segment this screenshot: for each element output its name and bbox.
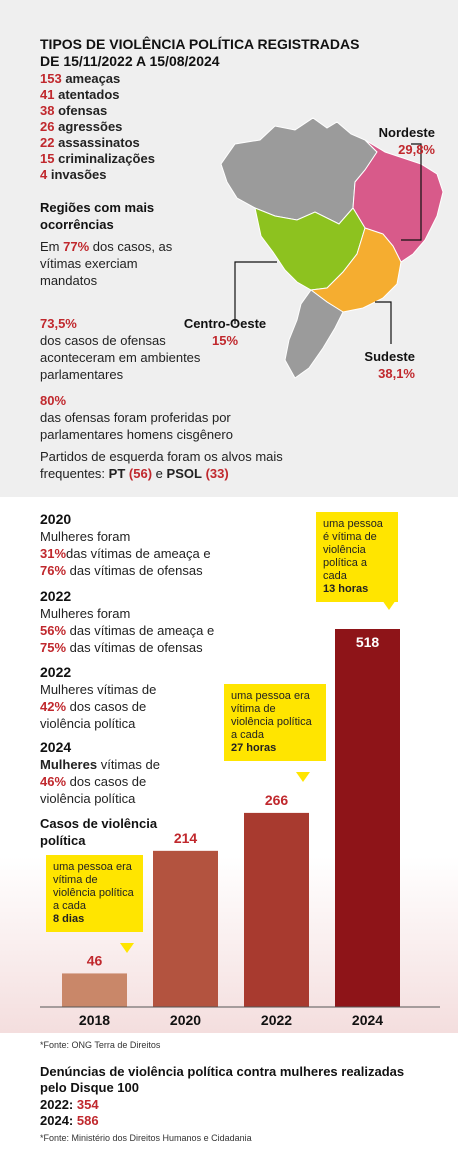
women-2022-a: 2022 Mulheres foram 56% das vítimas de a…: [40, 588, 215, 655]
bar-2018: [62, 973, 127, 1007]
count-item: 41 atentados: [40, 87, 120, 102]
bar-2022: [244, 812, 309, 1007]
region-label-sudeste: Sudeste 38,1%: [364, 349, 415, 381]
leader-line-sudeste: [375, 301, 392, 344]
cases-bar-chart: 46 2018 214 2020 266 2022 518 2024: [0, 629, 458, 1033]
bar-value-label: 214: [174, 830, 198, 846]
annotation-2018: uma pessoa era vítima de violência polít…: [46, 855, 143, 932]
source-ministerio: *Fonte: Ministério dos Direitos Humanos …: [40, 1133, 252, 1143]
disque-row-2024: 2024: 586: [40, 1113, 99, 1128]
count-item: 26 agressões: [40, 119, 123, 134]
count-item: 4 invasões: [40, 167, 107, 182]
annotation-2024-tail: [382, 600, 396, 610]
disque-100-title: Denúncias de violência política contra m…: [40, 1064, 405, 1095]
bar-2020: [153, 850, 218, 1007]
annotation-2024: uma pessoa é vítima de violência polític…: [316, 512, 398, 602]
violence-counts-list: 153 ameaças 41 atentados 38 ofensas 26 a…: [40, 71, 155, 183]
regions-heading: Regiões com mais ocorrências: [40, 200, 155, 232]
source-terra-de-direitos: *Fonte: ONG Terra de Direitos: [40, 1040, 161, 1050]
stat-men-cis: 80% das ofensas foram proferidas por par…: [40, 393, 233, 442]
leader-line-nordeste: [401, 143, 422, 241]
category-label: 2020: [170, 1012, 201, 1028]
women-2020: 2020 Mulheres foram 31%das vítimas de am…: [40, 511, 211, 578]
violence-types-panel: TIPOS DE VIOLÊNCIA POLÍTICA REGISTRADAS …: [0, 0, 458, 497]
category-label: 2018: [79, 1012, 110, 1028]
panel-title: TIPOS DE VIOLÊNCIA POLÍTICA REGISTRADAS …: [40, 36, 360, 69]
chart-title: Casos de violência política: [40, 816, 158, 848]
disque-row-2022: 2022: 354: [40, 1097, 99, 1112]
women-2022-b: 2022 Mulheres vítimas de 42% dos casos d…: [40, 664, 157, 731]
stat-mandates: Em 77% dos casos, as vítimas exerciam ma…: [40, 239, 173, 288]
category-label: 2024: [352, 1012, 383, 1028]
annotation-2022: uma pessoa era vítima de violência polít…: [224, 684, 326, 761]
brazil-map: [220, 117, 444, 379]
leader-line-centro-oeste: [234, 261, 277, 324]
bar-2024: [335, 629, 400, 1007]
region-label-nordeste: Nordeste 29,8%: [378, 125, 435, 157]
annotation-2022-tail: [296, 772, 310, 782]
bar-value-label: 46: [87, 952, 103, 968]
count-item: 15 criminalizações: [40, 151, 155, 166]
stat-parliament: 73,5% dos casos de ofensas aconteceram e…: [40, 316, 201, 382]
cases-panel: 46 2018 214 2020 266 2022 518 2024 2020 Mulhere…: [0, 497, 458, 1033]
map-region-sul: [284, 289, 344, 379]
region-label-centro-oeste: Centro-Oeste 15%: [183, 316, 267, 348]
parties-stat: Partidos de esquerda foram os alvos mais…: [40, 449, 283, 481]
disque-100-values: 2022: 354 2024: 586: [40, 1097, 99, 1129]
map-region-sudeste: [309, 227, 402, 313]
category-label: 2022: [261, 1012, 292, 1028]
women-2024: 2024 Mulheres vítimas de 46% dos casos d…: [40, 739, 160, 806]
count-item: 22 assassinatos: [40, 135, 140, 150]
bar-value-label: 518: [356, 634, 380, 650]
bar-value-label: 266: [265, 792, 289, 808]
count-item: 38 ofensas: [40, 103, 108, 118]
count-item: 153 ameaças: [40, 71, 121, 86]
annotation-2018-tail: [120, 943, 134, 953]
